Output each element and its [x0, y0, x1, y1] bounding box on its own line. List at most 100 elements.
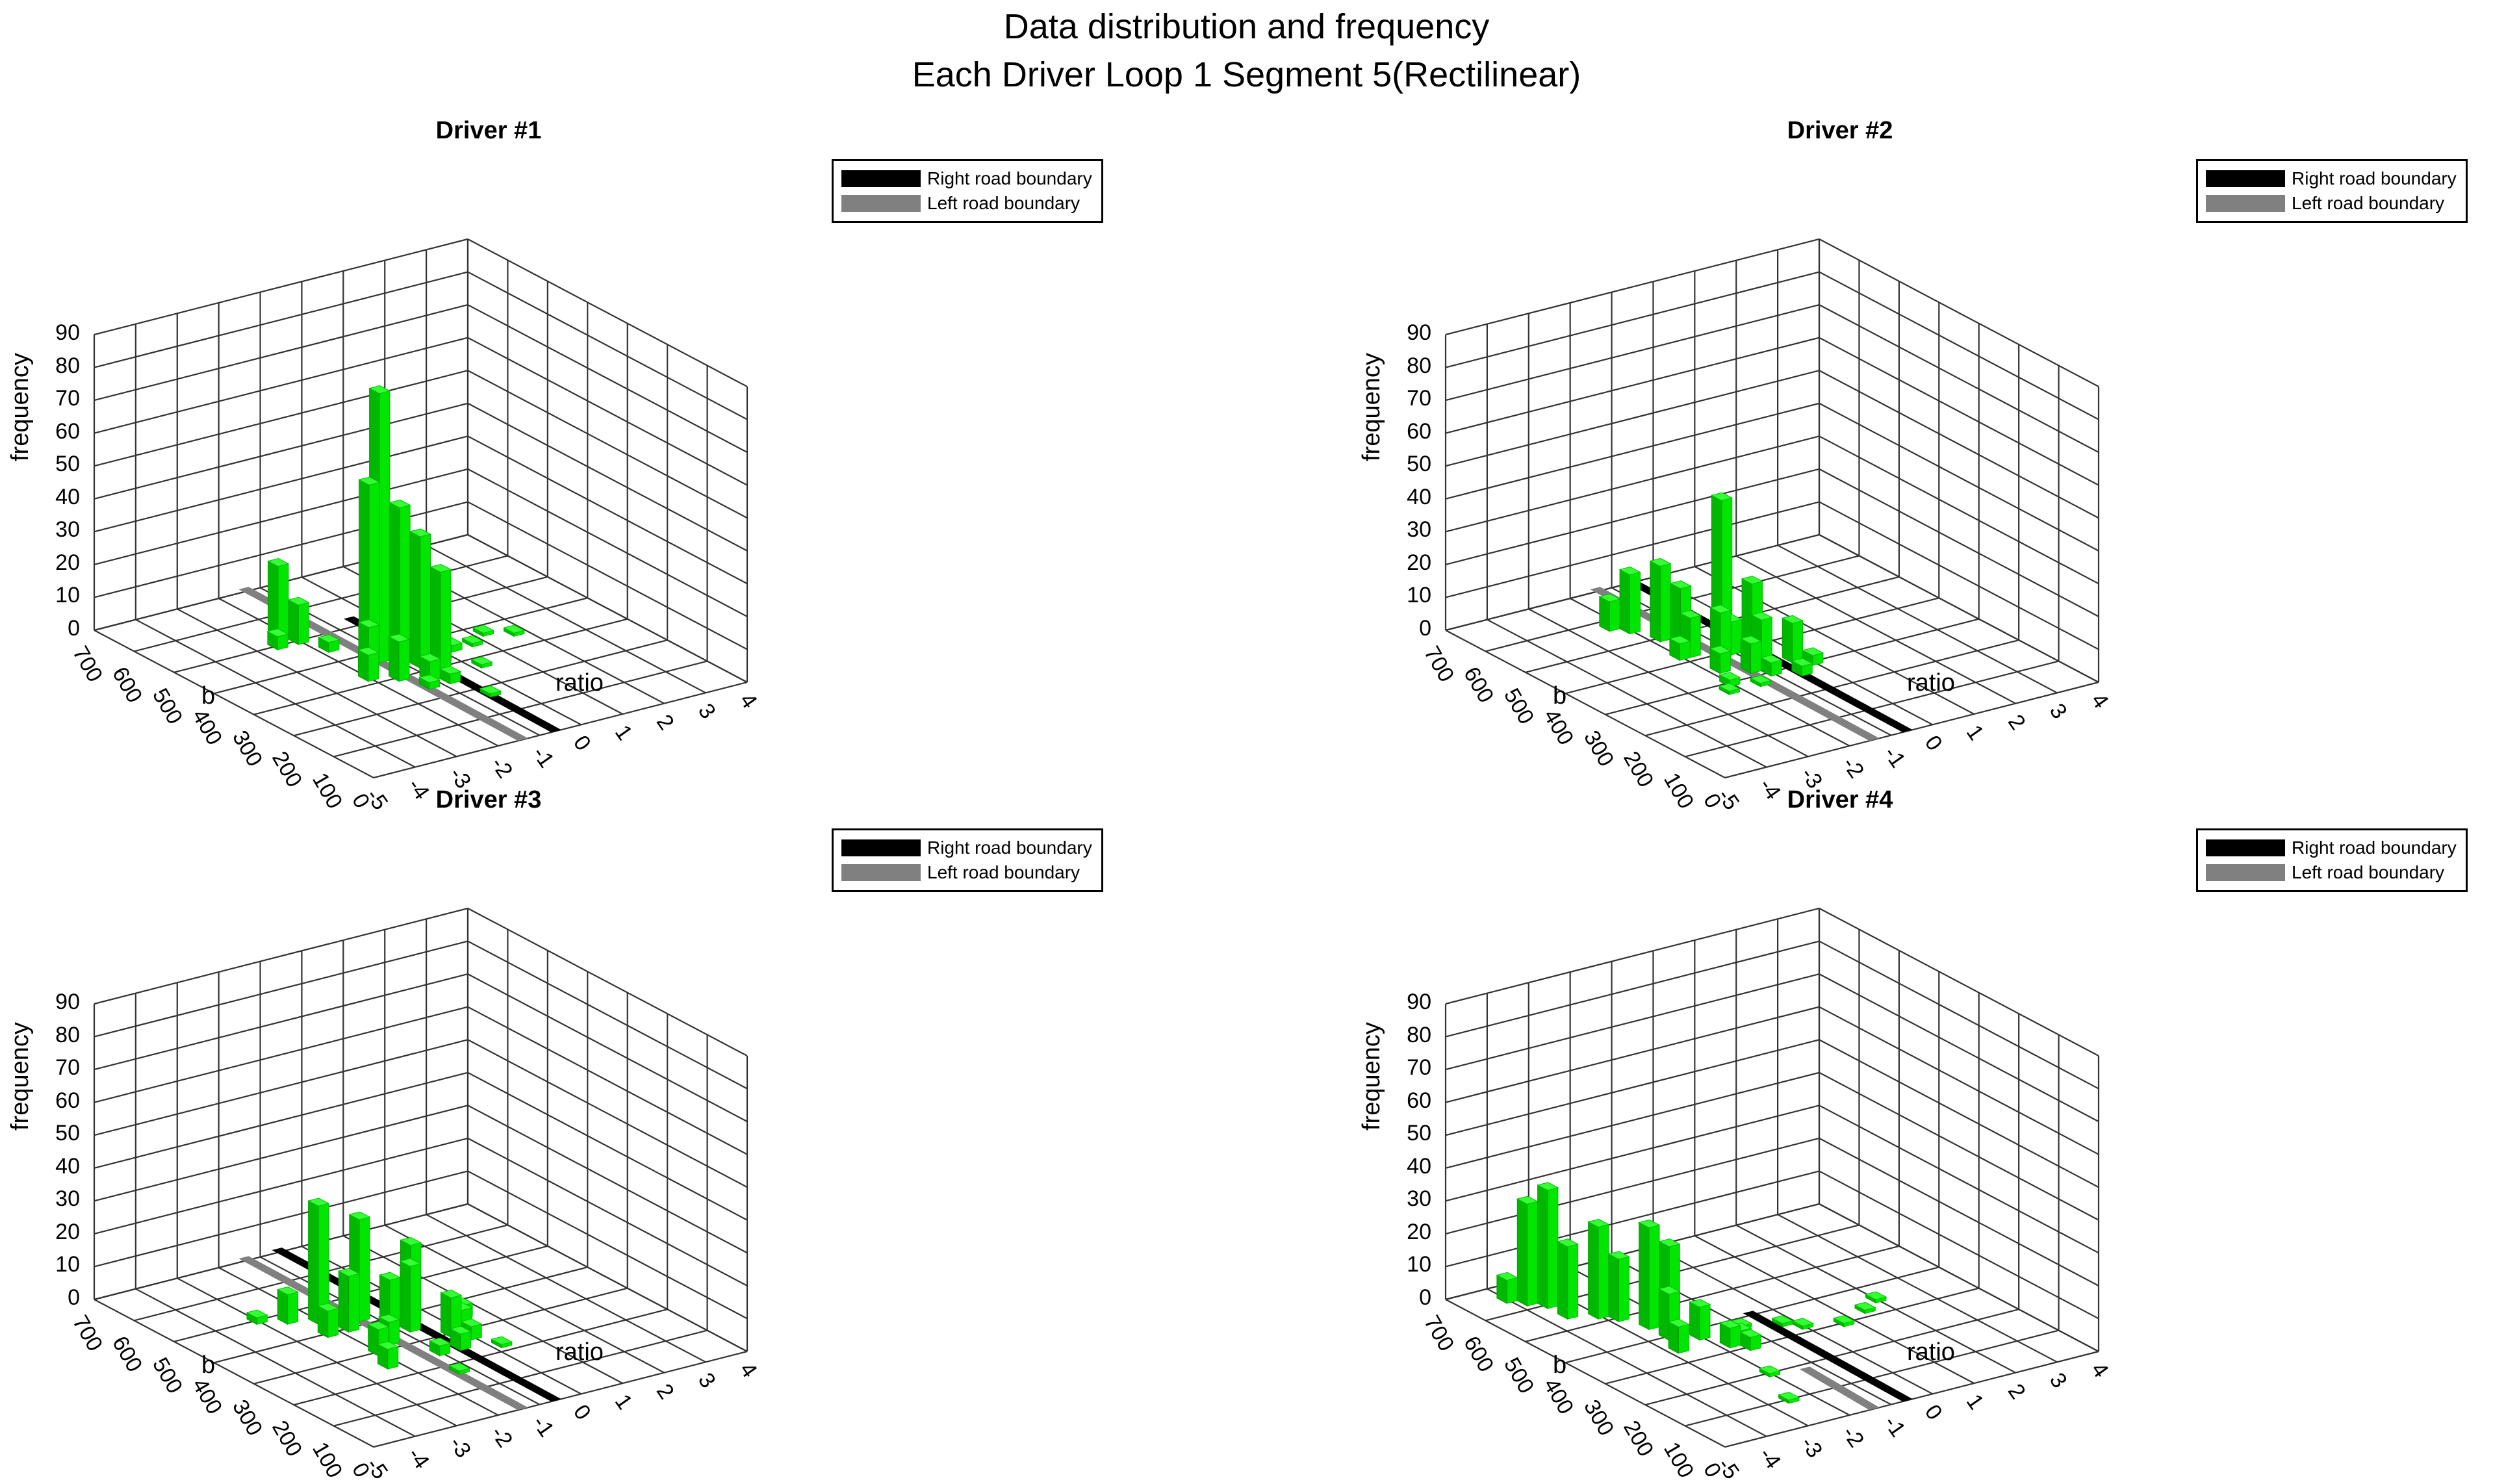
legend-swatch-right: [2206, 170, 2285, 187]
left-road-boundary: [1799, 1366, 1880, 1411]
bar: [1618, 566, 1641, 635]
bar: [1749, 674, 1772, 687]
z-tick-label: 10: [55, 1252, 80, 1277]
legend-swatch-left: [841, 864, 921, 881]
bar: [1781, 615, 1804, 663]
ratio-tick-label: -5: [361, 1453, 393, 1484]
z-axis-label: frequency: [1358, 353, 1385, 461]
z-tick-label: 0: [1419, 616, 1431, 641]
y-axis-label: b: [201, 682, 216, 710]
z-tick-label: 70: [1407, 1055, 1431, 1081]
z-tick-label: 80: [55, 1022, 80, 1047]
bar: [1607, 1251, 1630, 1323]
legend-item-right: Right road boundary: [841, 836, 1092, 860]
legend-item-right: Right road boundary: [841, 166, 1092, 191]
z-tick-label: 10: [1407, 1252, 1431, 1277]
bar: [358, 476, 381, 667]
bar: [1739, 635, 1762, 674]
panel-title: Driver #1: [435, 117, 542, 144]
z-tick-label: 80: [1407, 353, 1431, 378]
bar: [470, 656, 493, 669]
bar3d-plot: [1444, 907, 2100, 1448]
bar: [418, 674, 441, 690]
z-tick-label: 10: [55, 583, 80, 608]
chart-panel-driver-1: Driver #1 frequency ratio b Right road b…: [0, 110, 1246, 815]
legend-item-left: Left road boundary: [841, 860, 1092, 885]
bar: [337, 1268, 360, 1333]
bar: [448, 1362, 471, 1375]
legend: Right road boundary Left road boundary: [832, 828, 1103, 892]
legend-swatch-left: [2206, 864, 2285, 881]
z-tick-label: 70: [1407, 386, 1431, 411]
z-tick-label: 60: [1407, 1088, 1431, 1113]
z-tick-label: 60: [55, 418, 80, 444]
bar3d-plot: [93, 238, 748, 779]
legend-item-right: Right road boundary: [2206, 836, 2457, 860]
bar: [479, 685, 502, 698]
figure-title-line2: Each Driver Loop 1 Segment 5(Rectilinear…: [912, 55, 1581, 94]
bar3d-plot: [1444, 238, 2100, 779]
legend: Right road boundary Left road boundary: [2196, 159, 2468, 223]
bar: [1496, 1272, 1518, 1304]
z-tick-label: 90: [1407, 320, 1431, 345]
bar: [449, 1325, 472, 1351]
z-tick-label: 30: [55, 517, 80, 543]
z-tick-label: 40: [55, 1153, 80, 1179]
bar: [388, 633, 411, 682]
bar: [318, 634, 340, 653]
z-tick-label: 80: [1407, 1022, 1431, 1047]
z-tick-label: 50: [55, 452, 80, 477]
bar: [1709, 645, 1732, 674]
z-tick-label: 40: [1407, 1153, 1431, 1179]
bar: [1833, 1315, 1856, 1327]
z-tick-label: 90: [55, 990, 80, 1014]
x-axis-label: ratio: [556, 669, 604, 697]
bar: [1649, 557, 1672, 643]
bar: [1587, 1218, 1610, 1320]
bar: [1556, 1238, 1579, 1320]
bar: [1668, 635, 1691, 661]
z-tick-label: 60: [55, 1088, 80, 1113]
panel-title: Driver #4: [1787, 786, 1893, 813]
bar: [1865, 1291, 1887, 1304]
z-tick-label: 50: [55, 1121, 80, 1146]
legend: Right road boundary Left road boundary: [832, 159, 1103, 223]
histogram-bars: [1496, 1182, 1887, 1404]
grid-lines: [93, 238, 748, 779]
bar: [1854, 1301, 1876, 1314]
left-road-boundary: [238, 587, 528, 741]
bar: [1516, 1196, 1539, 1307]
bar: [399, 1258, 422, 1333]
bar: [1802, 647, 1824, 666]
grid-lines: [93, 907, 748, 1448]
y-axis-label: b: [1553, 682, 1567, 710]
z-tick-label: 40: [1407, 484, 1431, 509]
z-tick-label: 0: [68, 1285, 80, 1310]
chart-panel-driver-2: Driver #2 frequency ratio b Right road b…: [1351, 110, 2493, 815]
legend-label-right: Right road boundary: [2292, 838, 2457, 858]
bar: [409, 528, 431, 669]
bar: [1791, 658, 1813, 677]
legend-item-left: Left road boundary: [2206, 860, 2457, 885]
legend-label-left: Left road boundary: [2292, 862, 2445, 882]
bar: [1667, 1318, 1690, 1354]
z-tick-label: 50: [1407, 452, 1431, 477]
bar3d-plot: [93, 907, 748, 1448]
legend-swatch-right: [2206, 839, 2285, 856]
x-axis-label: ratio: [1907, 1338, 1955, 1366]
z-tick-label: 0: [1419, 1285, 1431, 1310]
histogram-bars: [1598, 492, 1824, 695]
bar: [287, 596, 310, 645]
road-boundaries: [1743, 1311, 1913, 1411]
bar: [429, 563, 452, 672]
bar: [316, 1303, 339, 1338]
z-tick-label: 70: [55, 1055, 80, 1081]
z-tick-label: 30: [55, 1186, 80, 1212]
bar: [266, 628, 289, 650]
bar: [472, 624, 494, 637]
bar: [440, 1289, 463, 1338]
legend-label-right: Right road boundary: [927, 838, 1092, 858]
bar: [439, 665, 461, 685]
grid-lines: [1444, 238, 2100, 779]
legend-item-right: Right road boundary: [2206, 166, 2457, 191]
